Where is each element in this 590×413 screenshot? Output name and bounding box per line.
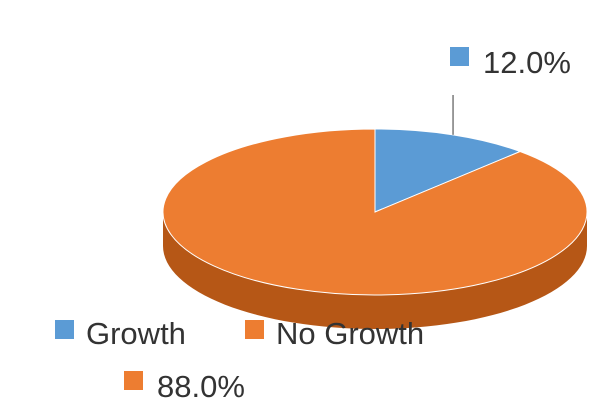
data-label-no-growth: 88.0% bbox=[157, 369, 245, 404]
legend-label-no-growth: No Growth bbox=[276, 316, 424, 351]
pie-slice-no-growth bbox=[162, 128, 588, 296]
data-label-growth: 12.0% bbox=[483, 45, 571, 80]
legend: Growth No Growth bbox=[55, 316, 424, 351]
data-label-marker-growth bbox=[450, 47, 469, 66]
pie-slice-growth bbox=[374, 128, 522, 213]
legend-swatch-growth bbox=[55, 320, 74, 339]
data-label-marker-no-growth bbox=[124, 371, 143, 390]
data-labels: 12.0% 88.0% bbox=[124, 45, 571, 404]
legend-label-growth: Growth bbox=[86, 316, 186, 351]
slice-side-no-growth bbox=[163, 212, 587, 329]
legend-swatch-no-growth bbox=[245, 320, 264, 339]
pie-plot-area bbox=[162, 128, 588, 329]
